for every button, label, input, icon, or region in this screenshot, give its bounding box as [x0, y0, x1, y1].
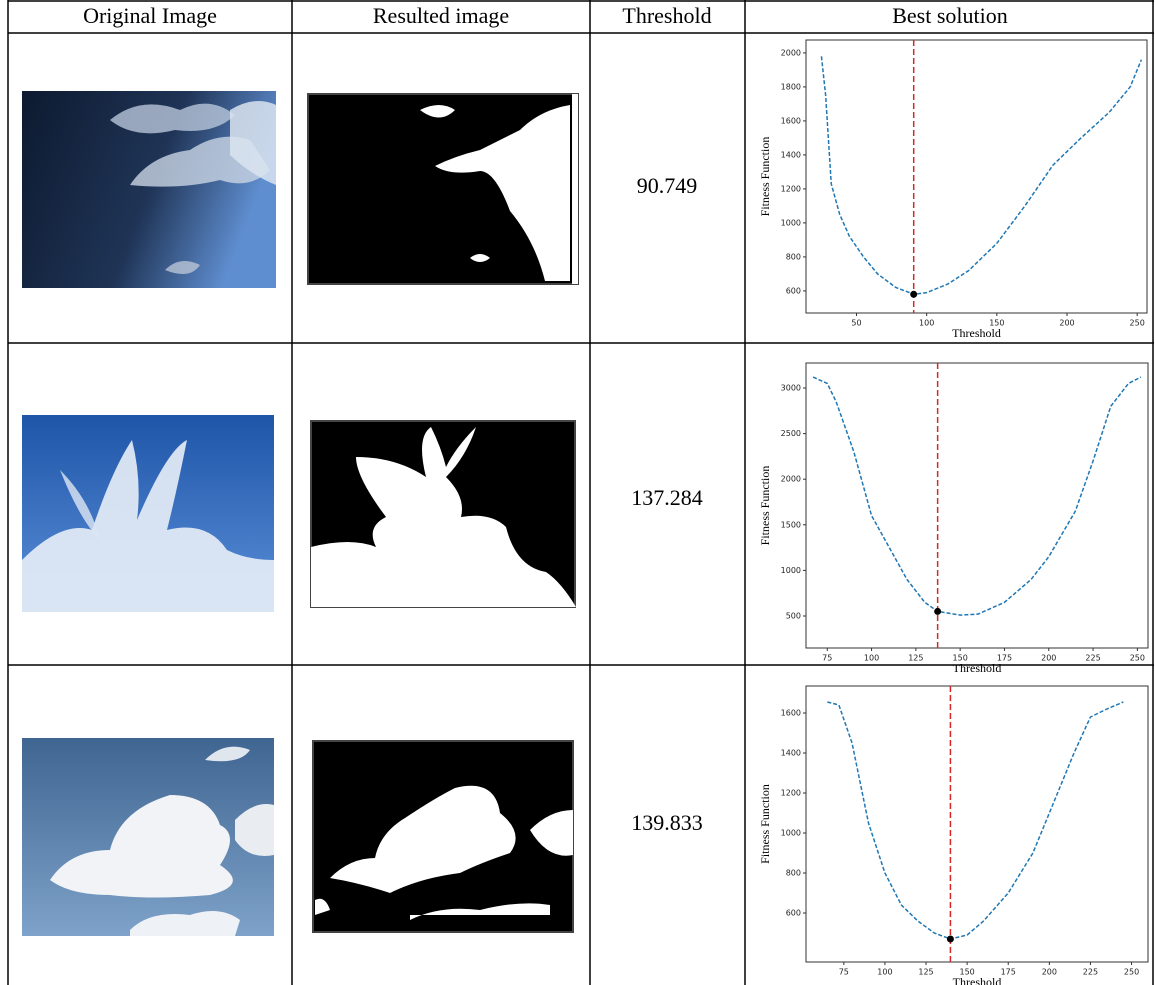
- x-tick-label: 200: [1059, 319, 1074, 328]
- y-tick-label: 1600: [781, 116, 801, 125]
- table-page: Original Image Resulted image Threshold …: [0, 0, 1155, 985]
- threshold-cell: 139.833: [631, 810, 703, 835]
- original-image: [22, 738, 274, 936]
- fitness-curve: [813, 377, 1141, 615]
- x-tick-label: 100: [919, 319, 934, 328]
- y-tick-label: 600: [786, 909, 801, 918]
- y-tick-label: 1000: [781, 829, 801, 838]
- header-cell: Threshold: [622, 3, 711, 28]
- x-tick-label: 75: [822, 654, 832, 663]
- header-cell: Best solution: [892, 3, 1008, 28]
- threshold-cell: 137.284: [631, 485, 703, 510]
- y-tick-label: 1000: [781, 218, 801, 227]
- y-tick-label: 3000: [781, 383, 801, 392]
- y-tick-label: 1200: [781, 789, 801, 798]
- best-point: [947, 936, 954, 943]
- header-cell: Resulted image: [373, 3, 509, 28]
- original-image: [22, 415, 274, 612]
- x-tick-label: 225: [1083, 968, 1098, 977]
- fitness-curve: [827, 702, 1123, 939]
- y-tick-label: 800: [786, 252, 801, 261]
- y-axis-label: Fitness Function: [758, 466, 772, 546]
- x-tick-label: 100: [877, 968, 892, 977]
- y-tick-label: 1600: [781, 709, 801, 718]
- plot-frame: [806, 363, 1148, 648]
- y-tick-label: 600: [786, 286, 801, 295]
- y-axis-label: Fitness Function: [758, 137, 772, 217]
- threshold-cell: 90.749: [637, 173, 698, 198]
- x-tick-label: 125: [918, 968, 933, 977]
- header-cell: Original Image: [83, 3, 217, 28]
- x-tick-label: 225: [1085, 654, 1100, 663]
- original-image: [22, 91, 276, 288]
- plot-frame: [806, 686, 1148, 962]
- x-tick-label: 100: [864, 654, 879, 663]
- best-point: [934, 608, 941, 615]
- y-tick-label: 1200: [781, 184, 801, 193]
- y-tick-label: 2500: [781, 429, 801, 438]
- x-axis-label: Threshold: [952, 326, 1001, 340]
- x-tick-label: 200: [1042, 968, 1057, 977]
- x-tick-label: 200: [1041, 654, 1056, 663]
- x-tick-label: 250: [1124, 968, 1139, 977]
- y-tick-label: 1000: [781, 566, 801, 575]
- resulted-image: [308, 94, 578, 284]
- y-tick-label: 2000: [781, 48, 801, 57]
- y-tick-label: 1400: [781, 749, 801, 758]
- x-axis-label: Threshold: [953, 975, 1002, 985]
- x-tick-label: 50: [851, 319, 861, 328]
- x-tick-label: 175: [1001, 968, 1016, 977]
- x-tick-label: 250: [1130, 319, 1145, 328]
- x-tick-label: 75: [839, 968, 849, 977]
- y-tick-label: 1400: [781, 150, 801, 159]
- fitness-curve: [821, 56, 1141, 294]
- best-point: [910, 291, 917, 298]
- y-tick-label: 500: [786, 611, 801, 620]
- resulted-image: [313, 741, 573, 932]
- resulted-image: [311, 421, 576, 607]
- y-tick-label: 1800: [781, 82, 801, 91]
- y-axis-label: Fitness Function: [758, 784, 772, 864]
- plot-frame: [806, 40, 1147, 313]
- x-axis-label: Threshold: [953, 661, 1002, 675]
- x-tick-label: 250: [1130, 654, 1145, 663]
- y-tick-label: 2000: [781, 475, 801, 484]
- y-tick-label: 1500: [781, 520, 801, 529]
- y-tick-label: 800: [786, 869, 801, 878]
- x-tick-label: 125: [908, 654, 923, 663]
